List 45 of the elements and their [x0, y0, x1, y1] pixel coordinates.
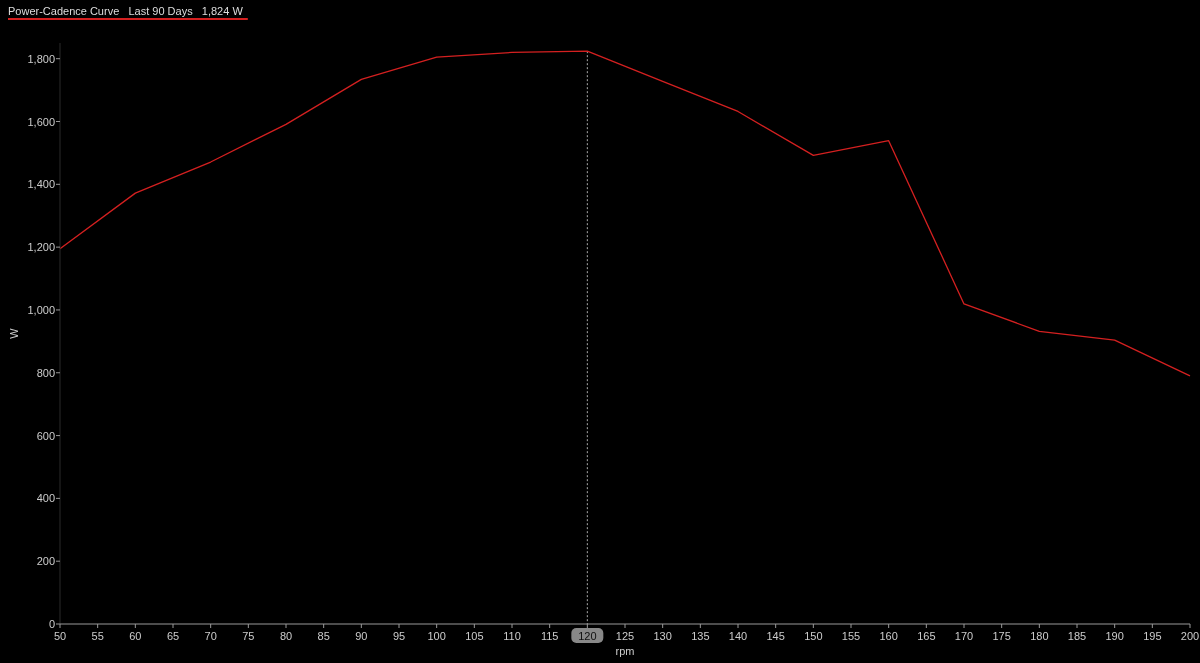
x-axis-title: rpm [615, 645, 635, 657]
chart-title: Power-Cadence Curve Last 90 Days 1,824 W [8, 5, 243, 17]
x-tick-label: 110 [503, 630, 521, 642]
x-tick-label: 130 [653, 630, 672, 642]
x-tick-label: 125 [615, 630, 635, 642]
y-tick-label: 0 [48, 618, 55, 630]
x-tick-label: 150 [804, 630, 823, 642]
x-tick-label: 90 [355, 630, 368, 642]
y-tick-label: 1,800 [27, 52, 55, 65]
x-tick-label: 190 [1105, 630, 1124, 642]
y-tick-label: 800 [36, 366, 55, 379]
y-tick-label: 1,600 [27, 115, 55, 128]
y-tick-label: 600 [36, 429, 55, 442]
x-tick-label: 120 [578, 630, 597, 642]
x-tick-label: 80 [279, 630, 293, 642]
x-tick-label: 160 [879, 630, 898, 642]
x-tick-label: 175 [992, 630, 1011, 642]
x-tick-label: 55 [91, 630, 104, 642]
x-tick-label: 145 [766, 630, 785, 642]
y-tick-label: 1,400 [27, 178, 55, 191]
y-axis-title: W [8, 327, 20, 339]
x-tick-label: 165 [917, 630, 936, 642]
x-tick-label: 95 [392, 630, 406, 642]
x-tick-label: 50 [53, 630, 67, 642]
x-tick-label: 115 [540, 630, 559, 642]
x-tick-label: 105 [465, 630, 484, 642]
x-tick-label: 85 [317, 630, 330, 642]
x-tick-label: 75 [242, 630, 255, 642]
x-tick-label: 200 [1180, 630, 1200, 642]
x-tick-label: 195 [1143, 630, 1162, 642]
x-tick-label: 65 [166, 630, 180, 642]
x-tick-label: 135 [691, 630, 710, 642]
x-tick-label: 60 [129, 630, 142, 642]
y-tick-label: 200 [36, 555, 55, 568]
x-tick-label: 100 [427, 630, 446, 642]
x-tick-label: 180 [1030, 630, 1049, 642]
x-tick-label: 140 [728, 630, 748, 642]
line-series [59, 50, 1191, 377]
y-tick-label: 1,200 [27, 241, 55, 254]
y-tick-label: 400 [36, 492, 55, 505]
x-tick-label: 170 [954, 630, 974, 642]
x-tick-label: 70 [204, 630, 217, 642]
x-tick-label: 155 [841, 630, 861, 642]
x-tick-label: 185 [1067, 630, 1087, 642]
y-tick-label: 1,000 [27, 303, 55, 316]
